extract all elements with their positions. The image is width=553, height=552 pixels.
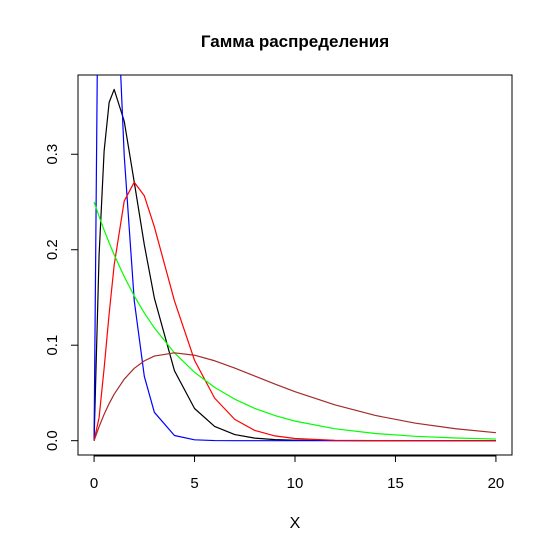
- y-tick-label: 0.2: [44, 239, 61, 260]
- x-tick-label: 20: [488, 475, 505, 492]
- x-tick-label: 5: [190, 475, 198, 492]
- curve: [93, 181, 496, 442]
- y-tick-label: 0.0: [44, 430, 61, 451]
- x-tick-label: 15: [387, 475, 404, 492]
- x-tick-label: 0: [90, 475, 98, 492]
- x-tick-label: 10: [287, 475, 304, 492]
- curves: [93, 75, 496, 442]
- curve: [93, 352, 496, 441]
- y-tick-label: 0.1: [44, 335, 61, 356]
- chart-title: Гамма распределения: [201, 32, 389, 51]
- x-axis-label: X: [290, 515, 301, 532]
- curve: [93, 201, 496, 440]
- y-tick-label: 0.3: [44, 144, 61, 165]
